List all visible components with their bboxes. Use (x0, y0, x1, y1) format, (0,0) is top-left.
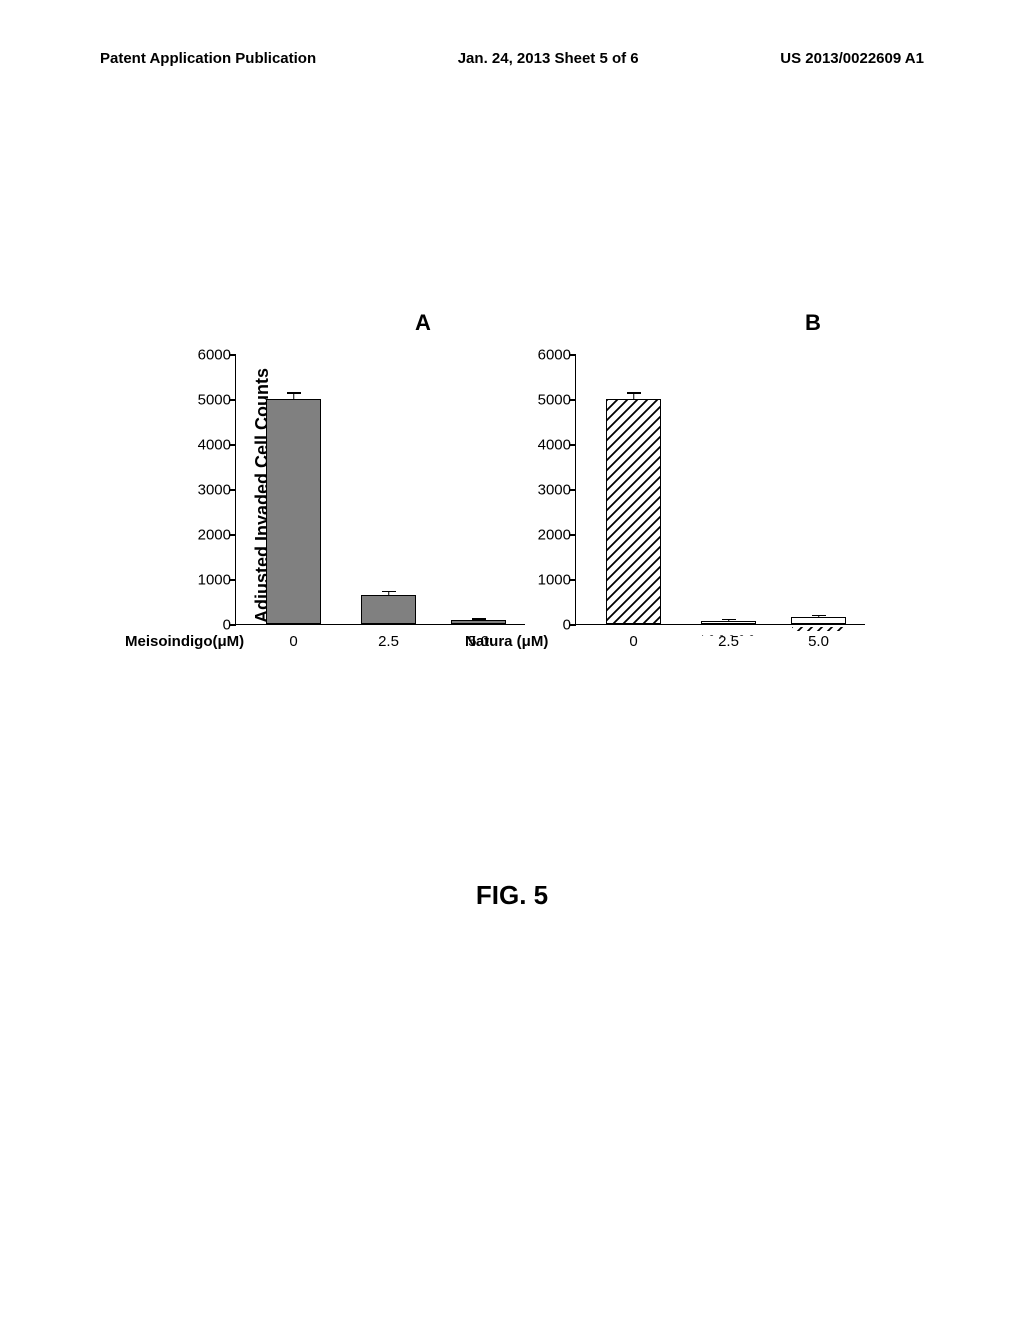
y-tick-mark (230, 624, 236, 626)
bar-group (361, 354, 416, 624)
error-bar (633, 394, 635, 399)
y-tick-mark (570, 489, 576, 491)
chart-a: 010002000300040005000600002.55.0 (235, 355, 525, 625)
error-bar (293, 394, 295, 399)
y-tick-label: 2000 (181, 528, 231, 543)
y-tick-label: 3000 (521, 483, 571, 498)
y-tick-label: 5000 (521, 393, 571, 408)
bar (606, 399, 661, 624)
error-cap (722, 619, 736, 621)
header-left: Patent Application Publication (100, 50, 316, 67)
figure-container: A B Adjusted Invaded Cell Counts 0100020… (165, 335, 865, 685)
error-cap (382, 591, 396, 593)
error-cap (812, 615, 826, 617)
y-tick-label: 0 (521, 618, 571, 633)
y-tick-label: 1000 (521, 573, 571, 588)
error-bar (388, 592, 390, 595)
bar-group (701, 354, 756, 624)
header-center: Jan. 24, 2013 Sheet 5 of 6 (458, 50, 639, 67)
y-tick-mark (230, 579, 236, 581)
y-tick-mark (570, 534, 576, 536)
y-tick-mark (570, 354, 576, 356)
y-tick-mark (570, 624, 576, 626)
x-tick-label: 0 (289, 633, 297, 650)
bar (361, 595, 416, 624)
chart-b: 010002000300040005000600002.55.0 (575, 355, 865, 625)
header-right: US 2013/0022609 A1 (780, 50, 924, 67)
panel-b-label: B (805, 310, 821, 336)
bar (701, 621, 756, 624)
y-tick-label: 4000 (181, 438, 231, 453)
y-tick-mark (570, 399, 576, 401)
error-cap (287, 392, 301, 394)
x-tick-label: 5.0 (808, 633, 829, 650)
y-tick-mark (230, 534, 236, 536)
bar-group (451, 354, 506, 624)
y-tick-label: 0 (181, 618, 231, 633)
y-tick-mark (230, 489, 236, 491)
error-bar (478, 620, 480, 621)
x-tick-label: 2.5 (718, 633, 739, 650)
y-tick-label: 1000 (181, 573, 231, 588)
x-tick-label: 0 (629, 633, 637, 650)
y-tick-label: 3000 (181, 483, 231, 498)
bar-group (266, 354, 321, 624)
y-tick-label: 2000 (521, 528, 571, 543)
error-cap (627, 392, 641, 394)
x-axis-label-a: Meisoindigo(μM) (125, 633, 244, 650)
bar (266, 399, 321, 624)
bar (791, 617, 846, 624)
y-tick-label: 5000 (181, 393, 231, 408)
bar-group (791, 354, 846, 624)
error-bar (818, 616, 820, 617)
y-tick-label: 4000 (521, 438, 571, 453)
bar (451, 620, 506, 624)
y-tick-mark (230, 444, 236, 446)
x-axis-label-b: Natura (μM) (465, 633, 548, 650)
bar-group (606, 354, 661, 624)
error-bar (728, 620, 730, 621)
figure-caption: FIG. 5 (0, 880, 1024, 911)
y-tick-mark (230, 399, 236, 401)
y-tick-mark (230, 354, 236, 356)
x-tick-label: 2.5 (378, 633, 399, 650)
page-header: Patent Application Publication Jan. 24, … (0, 50, 1024, 67)
y-tick-mark (570, 579, 576, 581)
y-tick-label: 6000 (521, 348, 571, 363)
y-tick-label: 6000 (181, 348, 231, 363)
y-tick-mark (570, 444, 576, 446)
panel-a-label: A (415, 310, 431, 336)
error-cap (472, 618, 486, 620)
